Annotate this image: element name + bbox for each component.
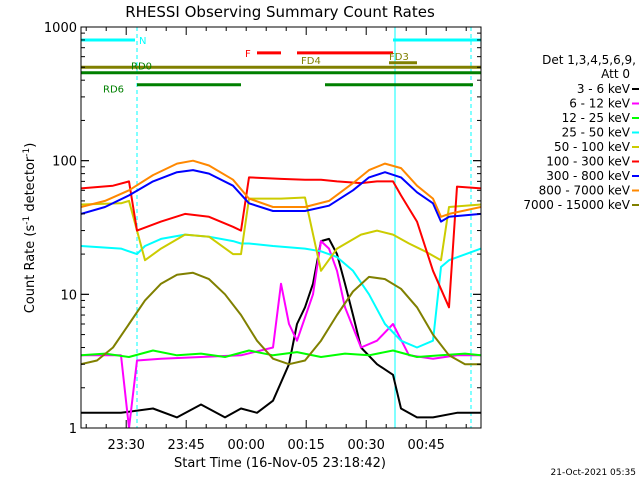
axes: 1 10 100 1000 23:30 23:45 00:00 00:15 00:30 00:45 — [44, 21, 481, 453]
x-tick-label-3: 00:15 — [287, 438, 324, 453]
footer-timestamp: 21-Oct-2021 05:35 — [551, 468, 636, 478]
y-tick-label-0: 1 — [69, 422, 77, 437]
flag-label-fd3: FD3 — [389, 52, 409, 63]
y-tick-label-2: 100 — [52, 155, 77, 170]
plot-area: N F FD3 FD4 RD0 RD6 — [81, 27, 481, 428]
series-line-6 — [81, 169, 481, 223]
x-tick-label-5: 00:45 — [407, 438, 444, 453]
chart-title: RHESSI Observing Summary Count Rates — [125, 3, 435, 21]
plot-frame — [80, 26, 482, 429]
y-tick-label-3: 1000 — [44, 21, 77, 36]
legend-entry-5: 100 - 300 keV — [546, 155, 630, 169]
flag-label-rd0: RD0 — [131, 62, 152, 73]
series-line-8 — [81, 271, 481, 366]
x-tick-label-1: 23:45 — [167, 438, 204, 453]
series-line-1 — [81, 240, 481, 428]
x-tick-label-2: 00:00 — [227, 438, 264, 453]
legend-entry-8: 7000 - 15000 keV — [523, 198, 630, 212]
legend-entry-1: 6 - 12 keV — [569, 97, 631, 111]
legend-entry-4: 50 - 100 keV — [554, 140, 631, 154]
y-axis-label-mid: detector — [23, 156, 38, 216]
y-axis-label-sup1: -1 — [22, 216, 32, 225]
flag-label-fd4: FD4 — [301, 56, 321, 67]
legend-entry-2: 12 - 25 keV — [562, 111, 631, 125]
x-axis-label: Start Time (16-Nov-05 23:18:42) — [174, 456, 386, 471]
y-axis-label-end: ) — [23, 143, 38, 148]
flag-label-n: N — [139, 36, 146, 47]
x-tick-label-0: 23:30 — [107, 438, 144, 453]
flag-label-f: F — [245, 49, 251, 60]
legend-entry-6: 300 - 800 keV — [546, 169, 630, 183]
legend-entry-0: 3 - 6 keV — [577, 82, 631, 96]
x-tick-label-4: 00:30 — [347, 438, 384, 453]
series-line-2 — [81, 349, 481, 358]
legend-subheader: Att 0 — [601, 67, 630, 81]
plot-inner: N F FD3 FD4 RD0 RD6 — [81, 27, 481, 428]
y-axis-label: Count Rate (s-1 detector-1) — [22, 143, 38, 314]
flag-label-rd6: RD6 — [103, 85, 124, 96]
legend-header: Det 1,3,4,5,6,9, — [542, 53, 636, 67]
y-axis-label-sup2: -1 — [22, 148, 32, 157]
series-line-7 — [81, 159, 481, 218]
series-line-3 — [81, 233, 481, 349]
legend-entry-7: 800 - 7000 keV — [539, 184, 631, 198]
y-axis-label-main: Count Rate (s — [23, 225, 38, 314]
legend-entry-3: 25 - 50 keV — [562, 126, 631, 140]
series-line-5 — [81, 176, 481, 309]
series-line-4 — [81, 196, 481, 272]
y-tick-label-1: 10 — [60, 288, 77, 303]
